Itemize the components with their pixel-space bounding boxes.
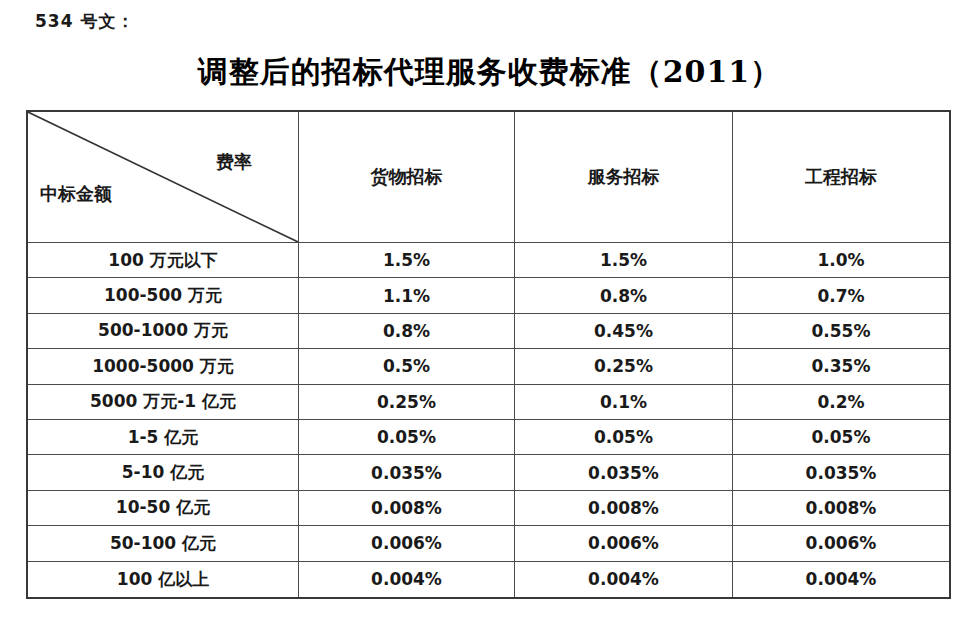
fee-rate-value: 0.008% <box>733 491 949 526</box>
fee-rate-value: 0.035% <box>299 455 515 490</box>
row-label: 5-10 亿元 <box>28 455 299 490</box>
fee-rate-value: 0.004% <box>299 562 515 597</box>
row-label: 100 万元以下 <box>28 243 299 278</box>
fee-rate-value: 1.5% <box>515 243 733 278</box>
corner-label-fee-rate: 费率 <box>216 150 252 174</box>
fee-rate-value: 0.004% <box>733 562 949 597</box>
fee-rate-value: 0.006% <box>299 526 515 561</box>
fee-rate-value: 0.008% <box>515 491 733 526</box>
fee-rate-value: 0.5% <box>299 349 515 384</box>
fee-rate-value: 0.004% <box>515 562 733 597</box>
fee-rate-value: 0.05% <box>733 420 949 455</box>
fee-rate-value: 0.25% <box>515 349 733 384</box>
row-label: 1000-5000 万元 <box>28 349 299 384</box>
column-header-engineering-bidding: 工程招标 <box>733 112 949 243</box>
fee-rate-value: 0.1% <box>515 385 733 420</box>
fee-rate-value: 0.006% <box>733 526 949 561</box>
fee-rate-value: 0.2% <box>733 385 949 420</box>
row-label: 10-50 亿元 <box>28 491 299 526</box>
fee-rate-value: 0.008% <box>299 491 515 526</box>
fee-rate-table: 费率 中标金额 货物招标 服务招标 工程招标 100 万元以下1.5%1.5%1… <box>26 110 951 599</box>
fee-rate-value: 0.8% <box>299 314 515 349</box>
row-label: 5000 万元-1 亿元 <box>28 385 299 420</box>
document-number-label: 534 号文： <box>35 10 134 33</box>
fee-rate-value: 0.035% <box>733 455 949 490</box>
table-corner-cell: 费率 中标金额 <box>28 112 299 243</box>
column-header-goods-bidding: 货物招标 <box>299 112 515 243</box>
column-header-service-bidding: 服务招标 <box>515 112 733 243</box>
fee-rate-value: 0.45% <box>515 314 733 349</box>
fee-rate-value: 0.05% <box>299 420 515 455</box>
row-label: 1-5 亿元 <box>28 420 299 455</box>
row-label: 500-1000 万元 <box>28 314 299 349</box>
row-label: 100 亿以上 <box>28 562 299 597</box>
fee-rate-value: 0.05% <box>515 420 733 455</box>
fee-rate-value: 0.8% <box>515 278 733 313</box>
fee-rate-value: 1.1% <box>299 278 515 313</box>
fee-rate-value: 0.35% <box>733 349 949 384</box>
fee-rate-value: 0.55% <box>733 314 949 349</box>
row-label: 100-500 万元 <box>28 278 299 313</box>
page-title: 调整后的招标代理服务收费标准（2011） <box>0 52 979 93</box>
fee-rate-value: 1.0% <box>733 243 949 278</box>
fee-rate-value: 0.035% <box>515 455 733 490</box>
row-label: 50-100 亿元 <box>28 526 299 561</box>
fee-rate-value: 0.25% <box>299 385 515 420</box>
diagonal-divider-line <box>28 112 298 242</box>
fee-rate-value: 0.7% <box>733 278 949 313</box>
corner-label-bid-amount: 中标金额 <box>40 182 112 206</box>
fee-rate-value: 1.5% <box>299 243 515 278</box>
fee-rate-value: 0.006% <box>515 526 733 561</box>
